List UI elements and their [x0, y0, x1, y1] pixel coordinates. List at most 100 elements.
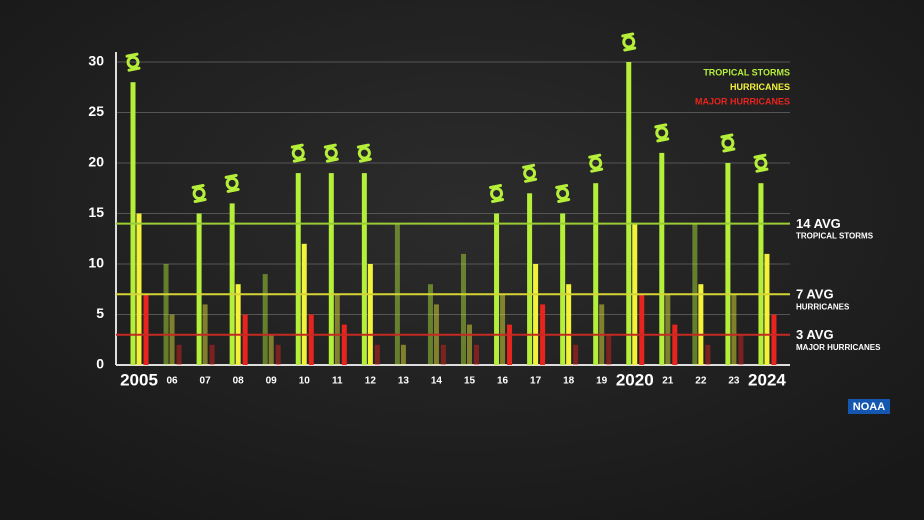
bar: [229, 203, 235, 365]
bar: [295, 173, 301, 365]
hurricane-icon: [489, 184, 505, 203]
bar: [275, 344, 281, 365]
x-tick-label: 09: [266, 376, 278, 387]
bar: [301, 243, 307, 365]
bar: [659, 152, 665, 365]
x-tick-label: 08: [233, 376, 245, 387]
bar: [176, 344, 182, 365]
hurricane-icon-shape: [753, 153, 769, 173]
hurricane-icon-shape: [522, 163, 538, 183]
y-tick-label: 10: [88, 255, 104, 271]
bar: [242, 314, 248, 365]
bar: [639, 294, 645, 365]
x-tick-label: 21: [662, 376, 674, 387]
hurricane-icon-shape: [489, 184, 505, 203]
x-tick-label: 2024: [748, 370, 786, 389]
hurricane-icon: [224, 173, 240, 193]
bar: [440, 344, 446, 365]
source-box: [848, 399, 890, 414]
bar: [308, 314, 314, 365]
x-tick-label: 22: [695, 376, 707, 387]
hurricane-icon-shape: [191, 184, 207, 203]
y-tick-label: 20: [88, 154, 104, 170]
hurricane-icon: [356, 143, 372, 163]
source-badge: NOAA: [848, 399, 890, 414]
average-sublabel: HURRICANES: [796, 302, 850, 311]
hurricane-icon: [323, 143, 339, 163]
legend-entry: MAJOR HURRICANES: [695, 96, 790, 106]
hurricane-icon: [191, 184, 207, 203]
x-tick-label: 18: [563, 376, 575, 387]
y-tick-label: 25: [88, 103, 104, 119]
average-label: 14 AVG: [796, 216, 841, 231]
bar: [665, 294, 671, 365]
bar: [361, 173, 367, 365]
hurricane-icon: [555, 184, 571, 203]
hurricane-icon-shape: [555, 184, 571, 203]
bar: [467, 324, 472, 365]
x-tick-label: 06: [166, 376, 178, 387]
y-tick-label: 5: [96, 305, 104, 321]
bar: [235, 284, 241, 365]
x-tick-label: 10: [299, 376, 311, 387]
bar: [143, 294, 149, 365]
bar: [367, 264, 373, 365]
bar: [606, 334, 612, 365]
hurricane-icon: [720, 133, 736, 153]
bar: [731, 294, 737, 365]
x-tick-label: 15: [464, 376, 476, 387]
bar: [328, 173, 334, 365]
bar: [209, 344, 215, 365]
average-label: 3 AVG: [796, 327, 834, 342]
x-tick-label: 17: [530, 376, 542, 387]
hurricane-icon: [522, 163, 538, 183]
y-tick-label: 0: [96, 356, 104, 372]
x-tick-label: 13: [398, 376, 410, 387]
bar: [764, 253, 770, 365]
x-tick-label: 14: [431, 376, 443, 387]
bar: [725, 163, 731, 365]
bar: [474, 344, 479, 365]
bar: [672, 324, 678, 365]
average-sublabel: MAJOR HURRICANES: [796, 343, 881, 352]
hurricane-icon: [290, 143, 306, 163]
hurricane-icon: [753, 153, 769, 173]
hurricane-icon: [125, 52, 141, 72]
hurricane-icon-shape: [588, 153, 604, 173]
hurricane-icon-shape: [125, 52, 141, 72]
hurricane-icon: [621, 32, 637, 52]
x-tick-label: 12: [365, 376, 377, 387]
bar: [533, 264, 539, 365]
hurricane-icon-shape: [224, 173, 240, 193]
bar: [400, 344, 406, 365]
bar: [698, 284, 704, 365]
hurricane-icon-shape: [323, 143, 339, 163]
bar: [500, 294, 506, 365]
x-tick-label: 11: [332, 376, 343, 387]
y-tick-label: 15: [88, 204, 104, 220]
legend-entry: HURRICANES: [730, 82, 790, 92]
hurricane-icon-shape: [356, 143, 372, 163]
x-tick-label: 07: [200, 376, 212, 387]
bar: [268, 334, 274, 365]
bar: [573, 344, 579, 365]
bar: [169, 314, 175, 365]
hurricane-icon-shape: [621, 32, 637, 52]
bar: [705, 344, 711, 365]
bar: [341, 324, 347, 365]
bar: [507, 324, 513, 365]
hurricane-icon: [588, 153, 604, 173]
bar: [461, 253, 466, 365]
average-label: 7 AVG: [796, 287, 834, 302]
bar: [494, 213, 500, 365]
x-tick-label: 16: [497, 376, 509, 387]
bar: [738, 334, 744, 365]
bar: [566, 284, 572, 365]
average-sublabel: TROPICAL STORMS: [796, 232, 874, 241]
bar: [374, 344, 380, 365]
bar: [334, 294, 340, 365]
x-tick-label: 19: [596, 376, 608, 387]
legend-entry: TROPICAL STORMS: [703, 67, 790, 77]
